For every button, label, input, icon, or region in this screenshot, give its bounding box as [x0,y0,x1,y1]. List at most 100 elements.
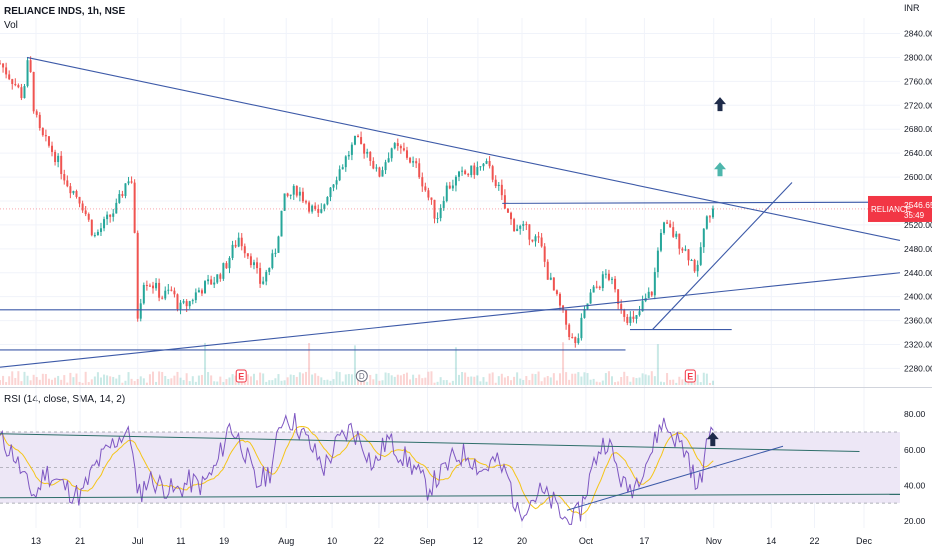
resistance-line[interactable] [502,201,901,204]
rsi-indicator-label[interactable]: RSI (14, close, SMA, 14, 2) [4,394,126,405]
candle-body [430,197,433,200]
volume-bar [158,371,161,385]
volume-bar [577,372,580,385]
volume-bar [262,373,265,385]
volume-bar [611,376,613,385]
volume-bar [387,373,390,385]
volume-bar [464,372,467,385]
volume-bar [598,382,601,385]
ascending-trendline[interactable] [0,272,901,368]
candle-body [491,166,494,180]
candle-body [338,169,341,181]
volume-bar [145,382,148,385]
volume-bar [103,374,106,385]
candle-body [366,151,369,154]
candle-body [387,158,390,163]
candle-body [148,285,151,287]
candle-body [127,181,130,184]
arrow-up-icon[interactable] [714,97,726,112]
volume-bar [586,373,589,385]
rsi-flat-line [0,493,901,499]
candle-body [684,249,687,251]
time-axis-label: 22 [374,536,384,546]
candle-body [653,272,656,296]
volume-bar [684,378,687,385]
arrow-up-green-icon[interactable] [714,162,726,177]
candle-body [415,161,418,164]
volume-bar [305,371,307,385]
price-axis-label: 2720.00 [904,100,932,110]
candle-body [666,222,669,224]
candle-body [84,210,87,215]
candle-body [234,244,237,247]
volume-bar [298,372,301,385]
volume-bars [0,342,714,385]
time-axis[interactable]: 13 21 Jul 11 19 Aug 10 22 Sep 12 20 Oct 17 Nov 14 22 Dec [31,536,873,546]
volume-bar [274,378,277,385]
candle-body [347,154,350,157]
candle-body [708,216,711,218]
candle-body [672,227,675,237]
rsi-pane [0,413,901,525]
candle-body [332,184,335,188]
volume-bar [14,377,17,385]
volume-bar [467,376,470,385]
volume-bar [60,379,63,385]
candle-body [503,195,506,209]
candle-body [314,205,317,210]
volume-bar [574,373,577,385]
candle-body [170,289,173,291]
candle-body [191,300,194,302]
volume-bar [708,382,711,385]
candle-body [60,155,63,175]
earnings-event-icon [235,369,247,383]
candle-body [259,268,262,284]
candle-body [568,324,571,338]
candle-body [396,143,399,146]
volume-bar [317,375,320,385]
candle-body [252,262,255,266]
rsi-axis-label: 60.00 [904,445,926,455]
volume-bar [286,377,289,385]
candle-body [210,279,213,285]
candle-body [555,290,558,294]
arrow-up-icon[interactable] [706,432,719,447]
drawn-trendlines[interactable] [0,56,901,368]
volume-bar [690,380,693,385]
candle-body [577,338,580,344]
candle-body [323,204,326,210]
volume-bar [210,375,213,385]
volume-bar [194,381,197,385]
arrow-markers[interactable] [714,97,726,177]
volume-bar [155,381,158,385]
volume-bar [669,379,672,385]
candle-body [705,216,708,229]
volume-bar [427,371,430,385]
candle-body [659,232,662,251]
volume-bar [405,372,408,385]
candle-body [696,264,699,272]
candle-body [473,165,476,175]
volume-bar [207,372,210,385]
candle-body [611,278,613,280]
candle-body [26,60,29,87]
candle-body [197,290,200,293]
steep-uptrend[interactable] [652,182,793,330]
time-axis-label: 12 [473,536,483,546]
volume-bar [225,379,228,385]
candle-body [188,301,191,307]
volume-bar [219,376,222,385]
dividend-event-icon [355,370,368,382]
descending-trendline[interactable] [26,56,901,241]
volume-bar [549,377,552,385]
volume-bar [170,378,173,385]
volume-bar [650,371,653,385]
volume-bar [506,376,509,385]
volume-bar [571,373,574,385]
candle-body [439,207,442,219]
candle-body [458,171,460,177]
candlesticks [0,56,714,348]
candle-body [571,337,574,339]
